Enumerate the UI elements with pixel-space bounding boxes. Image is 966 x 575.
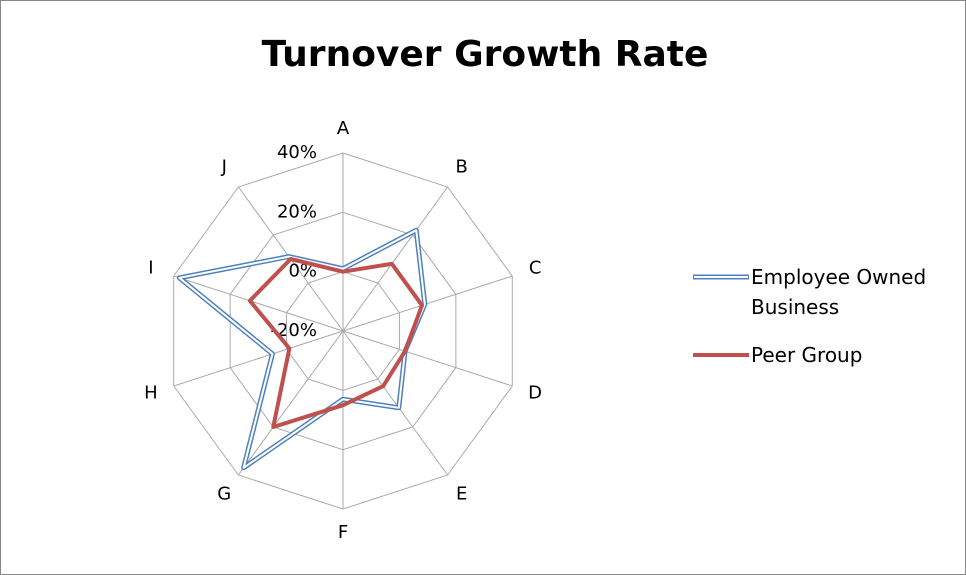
category-label: H — [144, 382, 158, 403]
grid-ring — [229, 211, 457, 451]
legend-label: Peer Group — [751, 343, 863, 367]
spoke — [237, 330, 344, 476]
category-label: B — [456, 157, 468, 178]
series-line — [247, 256, 425, 430]
category-label: I — [148, 258, 153, 279]
y-tick-label: 0% — [288, 261, 317, 282]
category-label: F — [338, 522, 348, 543]
y-tick-label: -20% — [270, 320, 317, 341]
legend-label: Employee Owned Business — [751, 265, 927, 319]
category-label: E — [456, 483, 467, 504]
spoke — [342, 275, 513, 332]
category-label: J — [221, 157, 227, 178]
series-inner — [178, 229, 426, 469]
spoke — [173, 275, 344, 332]
spoke — [173, 330, 344, 387]
category-label: C — [529, 258, 542, 279]
spoke — [342, 330, 449, 476]
y-tick-label: 40% — [277, 142, 317, 163]
grid-ring — [173, 152, 513, 510]
grid-ring — [286, 271, 400, 391]
spoke — [342, 186, 449, 332]
category-label: A — [337, 118, 350, 139]
category-label: D — [528, 382, 542, 403]
y-tick-label: 20% — [277, 201, 317, 222]
spoke — [342, 330, 513, 387]
category-label: G — [217, 483, 231, 504]
chart-title: Turnover Growth Rate — [262, 34, 709, 75]
